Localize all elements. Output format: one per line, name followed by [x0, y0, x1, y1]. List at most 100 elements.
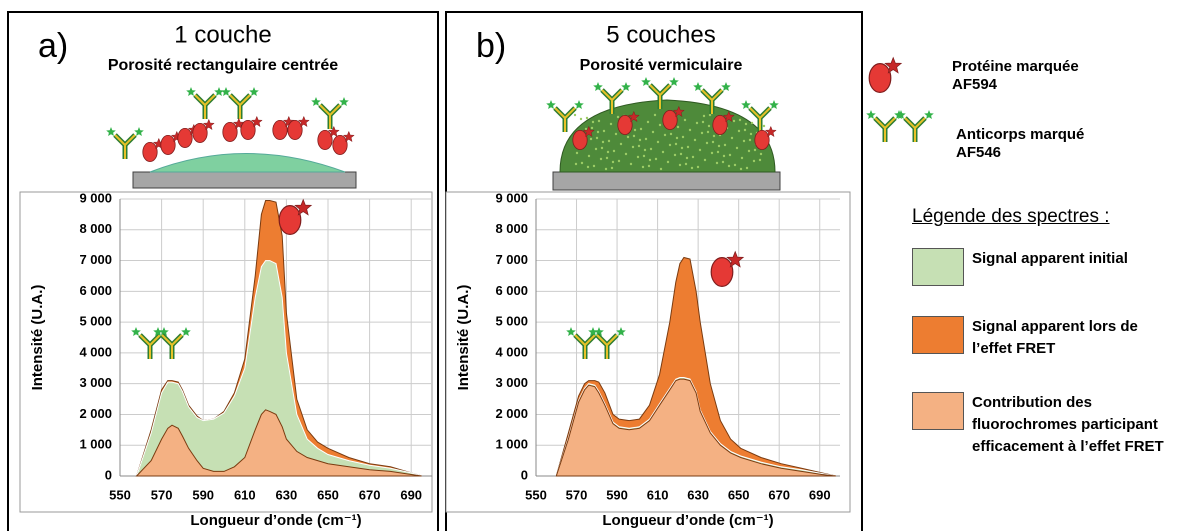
star: [924, 110, 934, 119]
star: [616, 327, 626, 336]
x-tick-label: 650: [728, 487, 750, 502]
texture: [585, 116, 589, 120]
y-tick-label: 5 000: [495, 314, 528, 329]
protein-icon: [754, 125, 777, 151]
texture: [606, 150, 610, 154]
protein: [222, 121, 238, 143]
texture: [715, 161, 719, 165]
texture: [742, 139, 746, 143]
x-tick-label: 550: [525, 487, 547, 502]
texture: [716, 150, 720, 154]
protein: [662, 109, 678, 131]
texture: [690, 166, 694, 170]
x-tick-label: 590: [606, 487, 628, 502]
y-tick-label: 6 000: [495, 283, 528, 298]
texture: [681, 135, 685, 139]
protein: [317, 129, 333, 151]
antibody-arm: [139, 334, 161, 359]
texture: [700, 131, 704, 135]
y-tick-label: 2 000: [79, 406, 112, 421]
star: [214, 87, 224, 96]
protein: [142, 141, 158, 163]
substrate: [132, 171, 357, 189]
protein-icon: [240, 115, 263, 141]
texture: [735, 146, 739, 150]
antibody-icon: [588, 327, 626, 359]
protein-icon: [192, 118, 215, 144]
texture: [641, 165, 645, 169]
texture: [685, 156, 689, 160]
protein-icon: [712, 110, 735, 136]
star: [186, 87, 196, 96]
texture: [740, 156, 744, 160]
texture: [590, 126, 594, 130]
texture: [710, 151, 714, 155]
protein-icon: [142, 137, 165, 163]
icon-label: Protéine marquée AF594: [952, 58, 1079, 93]
protein-icon: [278, 198, 313, 236]
star: [327, 125, 340, 138]
texture: [654, 157, 658, 161]
texture: [737, 129, 741, 133]
y-tick-label: 4 000: [495, 344, 528, 359]
antibody-arm: [194, 94, 216, 119]
chart-title: 5 couches: [606, 21, 715, 48]
star: [311, 97, 321, 106]
texture: [696, 165, 700, 169]
protein: [240, 119, 256, 141]
texture: [758, 158, 762, 162]
y-tick-label: 9 000: [79, 190, 112, 205]
texture: [686, 145, 690, 149]
texture: [642, 154, 646, 158]
y-tick-label: 1 000: [495, 437, 528, 452]
x-tick-label: 690: [400, 487, 422, 502]
texture: [679, 152, 683, 156]
antibody-arm: [229, 94, 251, 119]
panel-label: a): [38, 27, 68, 65]
star: [153, 327, 163, 336]
star: [721, 82, 731, 91]
texture: [573, 113, 577, 117]
y-tick-label: 0: [105, 467, 112, 482]
x-tick-label: 630: [687, 487, 709, 502]
texture: [683, 118, 687, 122]
texture: [732, 119, 736, 123]
texture: [592, 164, 596, 168]
antibody-icon: [311, 97, 349, 129]
texture: [717, 144, 721, 148]
texture: [610, 166, 614, 170]
texture: [595, 136, 599, 140]
texture: [666, 160, 670, 164]
texture: [674, 142, 678, 146]
y-tick-label: 8 000: [79, 221, 112, 236]
texture: [691, 155, 695, 159]
texture: [747, 149, 751, 153]
star: [574, 100, 584, 109]
texture: [632, 134, 636, 138]
legend-label: Contribution des fluorochromes participa…: [972, 394, 1164, 455]
protein: [754, 129, 770, 151]
particle: [149, 153, 346, 173]
legend-swatch: [912, 392, 964, 430]
texture: [752, 159, 756, 163]
y-tick-label: 4 000: [79, 344, 112, 359]
x-axis-label: Longueur d’onde (cm⁻¹): [602, 512, 773, 529]
legend-label: Signal apparent initial: [972, 250, 1128, 267]
y-tick-label: 1 000: [79, 437, 112, 452]
texture: [706, 130, 710, 134]
texture: [661, 150, 665, 154]
protein-icon: [710, 250, 745, 288]
star: [722, 110, 735, 123]
protein-icon: [662, 105, 685, 131]
texture: [644, 137, 648, 141]
texture: [631, 145, 635, 149]
texture: [600, 146, 604, 150]
protein: [617, 114, 633, 136]
y-tick-label: 3 000: [79, 375, 112, 390]
texture: [584, 127, 588, 131]
texture: [702, 114, 706, 118]
texture: [722, 154, 726, 158]
y-tick-label: 5 000: [79, 314, 112, 329]
texture: [695, 121, 699, 125]
antibody-arm: [601, 89, 623, 114]
